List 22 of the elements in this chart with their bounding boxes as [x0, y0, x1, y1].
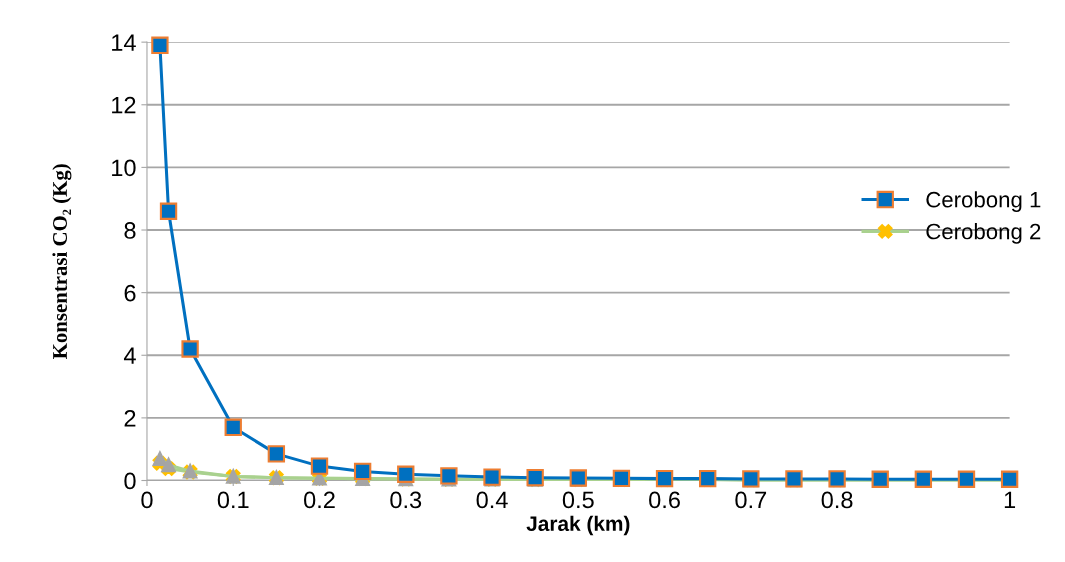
y-tick-label: 10: [112, 159, 136, 177]
x-tick-label: 0.6: [649, 491, 680, 509]
y-tick-label: 0: [124, 472, 136, 490]
y-tick-label: 8: [124, 222, 136, 239]
x-tick-label: 0.2: [304, 491, 335, 509]
y-tick-label: 2: [124, 409, 136, 427]
x-tick-label: 0: [141, 491, 153, 509]
x-tick-label: 0.8: [821, 491, 853, 509]
x-tick-label: 0.7: [735, 491, 767, 509]
y-tick-label: 6: [124, 284, 136, 302]
x-tick-label: 0.3: [390, 491, 422, 509]
legend-label: Cerobong 2: [926, 223, 1041, 244]
y-axis-title: Konsentrasi CO₂ (Kg): [52, 164, 72, 359]
x-tick-label: 0.5: [562, 491, 594, 509]
y-tick-label: 12: [112, 96, 136, 114]
x-tick-label: 0.4: [476, 491, 508, 509]
x-axis-title: Jarak (km): [526, 515, 630, 536]
x-tick-label: 1: [1004, 491, 1016, 509]
legend-label: Cerobong 1: [926, 191, 1041, 212]
x-tick-label: 0.1: [217, 491, 249, 509]
y-tick-label: 4: [123, 347, 136, 364]
y-tick-label: 14: [112, 34, 136, 51]
